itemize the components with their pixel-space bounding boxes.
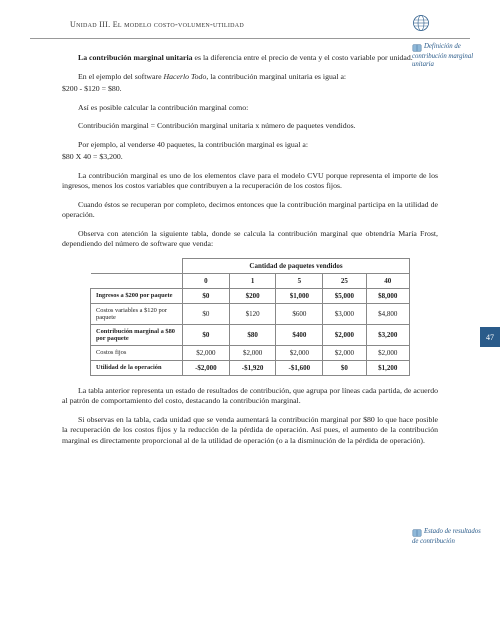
table-col-header: 0: [183, 273, 230, 288]
table-corner-cell: [91, 258, 183, 273]
table-cell: $1,000: [276, 288, 323, 303]
text: es la diferencia entre el precio de vent…: [193, 53, 413, 62]
text: , la contribución marginal unitaria es i…: [206, 72, 346, 81]
table-cell: $3,200: [366, 324, 409, 345]
table-cell: $2,000: [183, 345, 230, 360]
software-name: Hacerlo Todo: [164, 72, 207, 81]
paragraph: La tabla anterior representa un estado d…: [62, 386, 438, 407]
book-icon: [412, 43, 422, 53]
margin-note-definition: Definición de contribución marginal unit…: [412, 43, 482, 69]
table-cell: $120: [229, 303, 276, 324]
margin-note-estado: Estado de resultados de contribución: [412, 528, 482, 546]
paragraph: Así es posible calcular la contribución …: [62, 103, 438, 114]
table-cell: $4,800: [366, 303, 409, 324]
calculation: $80 X 40 = $3,200.: [62, 152, 438, 163]
paragraph: Cuando éstos se recuperan por completo, …: [62, 200, 438, 221]
table-row-label: Costos variables a $120 por paquete: [91, 303, 183, 324]
table-cell: $200: [229, 288, 276, 303]
table-row: Contribución marginal a $80 por paquete$…: [91, 324, 410, 345]
paragraph: La contribución marginal es uno de los e…: [62, 171, 438, 192]
table-header-span: Cantidad de paquetes vendidos: [183, 258, 410, 273]
table-col-header: 40: [366, 273, 409, 288]
table-cell: $400: [276, 324, 323, 345]
table-row-label: Contribución marginal a $80 por paquete: [91, 324, 183, 345]
table-row: Utilidad de la operación-$2,000-$1,920-$…: [91, 360, 410, 375]
term-bold: La contribución marginal unitaria: [78, 53, 193, 62]
contribution-table: Cantidad de paquetes vendidos 0152540 In…: [90, 258, 410, 376]
table-cell: $2,000: [229, 345, 276, 360]
table-cell: $80: [229, 324, 276, 345]
page-header: Unidad III. El modelo costo-volumen-util…: [30, 0, 470, 39]
table-row-label: Utilidad de la operación: [91, 360, 183, 375]
table-cell: $0: [323, 360, 366, 375]
paragraph: Observa con atención la siguiente tabla,…: [62, 229, 438, 250]
table-col-header: 1: [229, 273, 276, 288]
table-cell: $1,200: [366, 360, 409, 375]
book-icon: [412, 528, 422, 538]
paragraph: En el ejemplo del software Hacerlo Todo,…: [62, 72, 438, 83]
unit-title: Unidad III. El modelo costo-volumen-util…: [70, 20, 244, 29]
paragraph: Por ejemplo, al venderse 40 paquetes, la…: [62, 140, 438, 151]
table-cell: $2,000: [323, 324, 366, 345]
paragraph: Contribución marginal = Contribución mar…: [62, 121, 438, 132]
page-content: La contribución marginal unitaria es la …: [0, 39, 500, 464]
table-cell: $600: [276, 303, 323, 324]
table-cell: $5,000: [323, 288, 366, 303]
table-col-header: 25: [323, 273, 366, 288]
table-row: Costos variables a $120 por paquete$0$12…: [91, 303, 410, 324]
paragraph: La contribución marginal unitaria es la …: [62, 53, 438, 64]
table-cell: -$1,600: [276, 360, 323, 375]
table-cell: $8,000: [366, 288, 409, 303]
table-row: Costos fijos$2,000$2,000$2,000$2,000$2,0…: [91, 345, 410, 360]
table-cell: $2,000: [323, 345, 366, 360]
globe-icon: [412, 14, 430, 34]
margin-note-text: Estado de resultados de contribución: [412, 528, 481, 545]
table-row-label: Ingresos a $200 por paquete: [91, 288, 183, 303]
page-number-tab: 47: [480, 327, 500, 347]
calculation: $200 - $120 = $80.: [62, 84, 438, 95]
page-number: 47: [486, 333, 494, 342]
table-cell: $2,000: [276, 345, 323, 360]
table-cell: $0: [183, 324, 230, 345]
table-cell: $2,000: [366, 345, 409, 360]
table-cols-row: 0152540: [91, 273, 410, 288]
table-cell: $0: [183, 288, 230, 303]
table-corner-cell: [91, 273, 183, 288]
text: En el ejemplo del software: [78, 72, 164, 81]
table-cell: -$1,920: [229, 360, 276, 375]
paragraph: Si observas en la tabla, cada unidad que…: [62, 415, 438, 447]
table-header-row: Cantidad de paquetes vendidos: [91, 258, 410, 273]
table-row: Ingresos a $200 por paquete$0$200$1,000$…: [91, 288, 410, 303]
table-cell: $0: [183, 303, 230, 324]
table-cell: -$2,000: [183, 360, 230, 375]
table-col-header: 5: [276, 273, 323, 288]
table-cell: $3,000: [323, 303, 366, 324]
table-row-label: Costos fijos: [91, 345, 183, 360]
